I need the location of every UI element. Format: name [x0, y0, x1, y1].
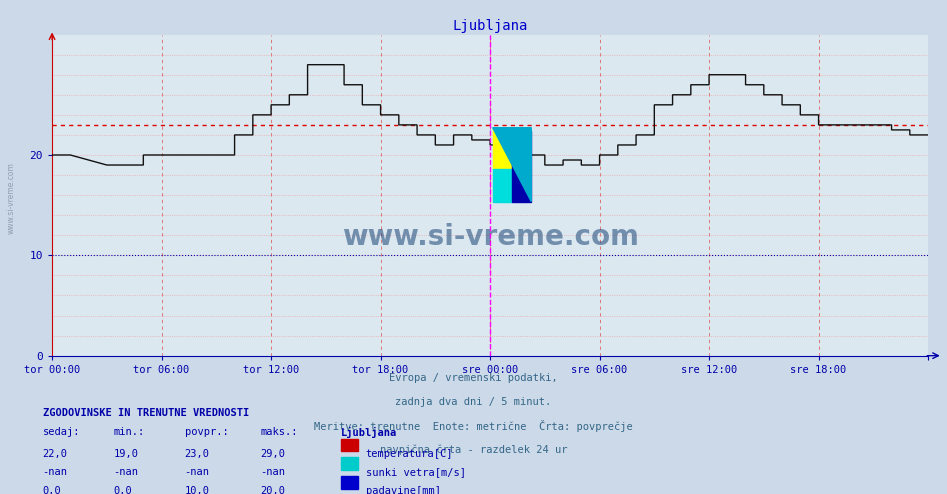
Text: -nan: -nan: [43, 467, 67, 477]
Text: 22,0: 22,0: [43, 449, 67, 458]
Text: -nan: -nan: [260, 467, 285, 477]
Text: 23,0: 23,0: [185, 449, 209, 458]
Text: padavine[mm]: padavine[mm]: [366, 486, 440, 494]
Title: Ljubljana: Ljubljana: [453, 19, 527, 34]
Text: povpr.:: povpr.:: [185, 427, 228, 437]
Text: -nan: -nan: [185, 467, 209, 477]
Polygon shape: [492, 128, 531, 202]
Text: 19,0: 19,0: [114, 449, 138, 458]
Text: 0,0: 0,0: [43, 486, 62, 494]
Text: 10,0: 10,0: [185, 486, 209, 494]
Text: Ljubljana: Ljubljana: [341, 427, 397, 438]
Text: 29,0: 29,0: [260, 449, 285, 458]
Bar: [492, 128, 512, 169]
Text: www.si-vreme.com: www.si-vreme.com: [342, 223, 638, 251]
Text: Evropa / vremenski podatki,: Evropa / vremenski podatki,: [389, 373, 558, 383]
Text: 0,0: 0,0: [114, 486, 133, 494]
Bar: [492, 169, 512, 202]
Text: temperatura[C]: temperatura[C]: [366, 449, 453, 458]
Text: maks.:: maks.:: [260, 427, 298, 437]
Text: min.:: min.:: [114, 427, 145, 437]
Text: www.si-vreme.com: www.si-vreme.com: [7, 162, 16, 234]
Text: ZGODOVINSKE IN TRENUTNE VREDNOSTI: ZGODOVINSKE IN TRENUTNE VREDNOSTI: [43, 408, 249, 417]
Text: 20,0: 20,0: [260, 486, 285, 494]
Text: sedaj:: sedaj:: [43, 427, 80, 437]
Text: zadnja dva dni / 5 minut.: zadnja dva dni / 5 minut.: [396, 397, 551, 407]
Text: Meritve: trenutne  Enote: metrične  Črta: povprečje: Meritve: trenutne Enote: metrične Črta: …: [314, 420, 633, 432]
Text: -nan: -nan: [114, 467, 138, 477]
Text: navpična črta - razdelek 24 ur: navpična črta - razdelek 24 ur: [380, 444, 567, 454]
Bar: [512, 131, 531, 202]
Text: sunki vetra[m/s]: sunki vetra[m/s]: [366, 467, 466, 477]
